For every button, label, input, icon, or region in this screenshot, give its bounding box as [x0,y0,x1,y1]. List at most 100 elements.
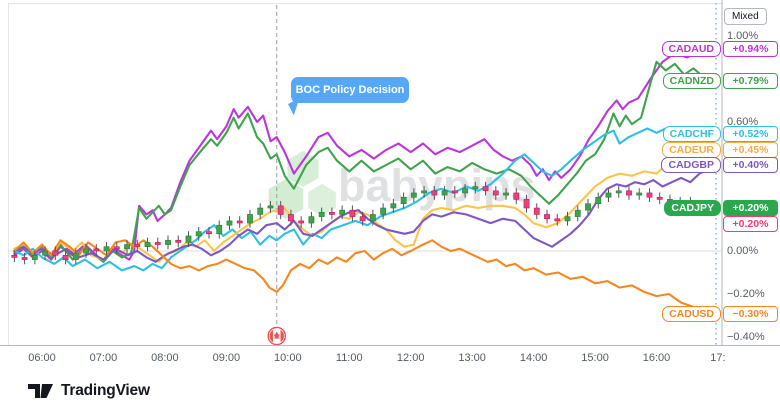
pair-name-badge-CADNZD[interactable]: CADNZD [662,73,721,89]
candle-up [503,192,509,196]
candle-up [144,242,151,247]
candle-up [421,190,427,194]
y-axis-label: −0.40% [727,331,765,343]
y-axis-label: 0.00% [727,245,759,257]
candle-down [626,190,632,196]
candle-up [410,192,417,198]
candle-up [400,196,407,204]
candle-up [83,248,89,254]
pair-value-badge-CADJPY[interactable]: +0.20% [723,200,778,216]
pair-value-badge-CADNZD[interactable]: +0.79% [723,73,778,89]
flag-right-bar [280,329,284,343]
pair-value-badge-CADJPY-close[interactable]: +0.20% [723,216,778,232]
candle-up [195,231,202,237]
x-axis-label: 16:00 [642,352,671,364]
candle-up [390,203,397,209]
candle-down [646,192,653,198]
candle-up [308,216,315,224]
candle-down [113,246,120,250]
maple-leaf-glyph [273,331,280,339]
candle-up [595,196,602,204]
pair-name-badge-CADEUR[interactable]: CADEUR [662,142,721,158]
watermark-text: babypips [338,160,536,211]
candle-down [206,231,212,235]
candle-down [175,239,182,243]
pair-name-badge-CADGBP[interactable]: CADGBP [661,157,721,173]
x-axis-label: 10:00 [274,352,302,364]
scale-mode-badge[interactable]: Mixed [724,8,767,25]
y-axis-label: 0.60% [727,116,759,128]
candle-down [492,190,499,196]
watermark-hexagon [308,184,336,216]
candle-down [277,205,284,215]
event-callout-text: BOC Policy Decision [295,84,405,96]
candle-up [42,250,48,256]
tradingview-wordmark: TradingView [61,381,150,399]
candle-down [21,257,28,260]
candle-up [124,244,130,250]
candle-down [288,214,294,222]
tradingview-branding[interactable]: TradingView [27,381,150,400]
x-axis-label: 13:00 [458,352,486,364]
candle-down [533,207,540,215]
pair-name-badge-CADAUD[interactable]: CADAUD [661,41,721,57]
candle-up [564,216,571,222]
candle-up [462,188,468,194]
pair-name-badge-CADJPY[interactable]: CADJPY [664,200,721,216]
economic-event-canada-flag-icon[interactable] [267,326,287,346]
candle-down [62,255,69,260]
candle-up [185,235,192,243]
candle-down [513,192,520,200]
candle-up [226,220,233,226]
series-line-CADNZD [13,60,716,263]
candle-up [72,252,79,260]
candle-up [165,239,171,245]
pair-name-badge-CADCHF[interactable]: CADCHF [662,126,721,142]
pair-value-badge-CADEUR[interactable]: +0.45% [723,142,778,158]
price-axis[interactable]: 1.00% 0.60% 0.00% −0.20% −0.40% [722,0,780,345]
y-axis-label: 1.00% [727,30,759,42]
series-line-CADGBP [13,163,716,263]
pair-value-badge-CADGBP[interactable]: +0.40% [723,157,778,173]
candle-down [154,242,161,245]
candle-up [441,190,448,196]
candle-down [554,218,561,222]
candle-down [544,214,550,220]
pair-name-badge-CADUSD[interactable]: CADUSD [662,306,721,322]
candle-up [257,207,264,215]
series-line-CADUSD [13,239,716,317]
pair-value-badge-CADUSD[interactable]: −0.30% [723,306,778,322]
candle-down [359,216,366,222]
x-axis-label: 08:00 [151,352,179,364]
candle-up [339,209,346,215]
candle-up [636,192,643,196]
watermark-hexagon [268,179,304,219]
candle-down [93,248,100,252]
x-axis-label: 14:00 [519,352,548,364]
x-axis-label: 06:00 [28,352,56,364]
pair-value-badge-CADAUD[interactable]: +0.94% [723,41,778,57]
candle-down [11,255,18,258]
candle-down [329,212,335,215]
series-line-CADCHF [13,127,716,272]
candle-down [431,190,438,196]
x-axis-label: 07:00 [89,352,118,364]
flag-left-bar [269,329,273,343]
candle-down [349,209,356,217]
candle-up [318,212,325,217]
time-axis[interactable]: 06:00 07:00 08:00 09:00 10:00 11:00 12:00 13:00… [0,345,780,370]
candle-down [451,190,458,194]
candle-up [31,255,38,260]
x-axis-label: 17: [710,352,726,364]
candle-down [134,244,141,248]
plot-area-frame [8,3,723,346]
x-axis-label: 09:00 [212,352,241,364]
event-callout-bubble[interactable]: BOC Policy Decision [276,77,409,116]
pair-value-badge-CADCHF[interactable]: +0.52% [723,126,778,142]
y-axis-label: −0.20% [727,288,765,300]
candle-down [523,199,530,209]
x-axis-label: 12:00 [396,352,425,364]
candle-down [482,186,489,192]
